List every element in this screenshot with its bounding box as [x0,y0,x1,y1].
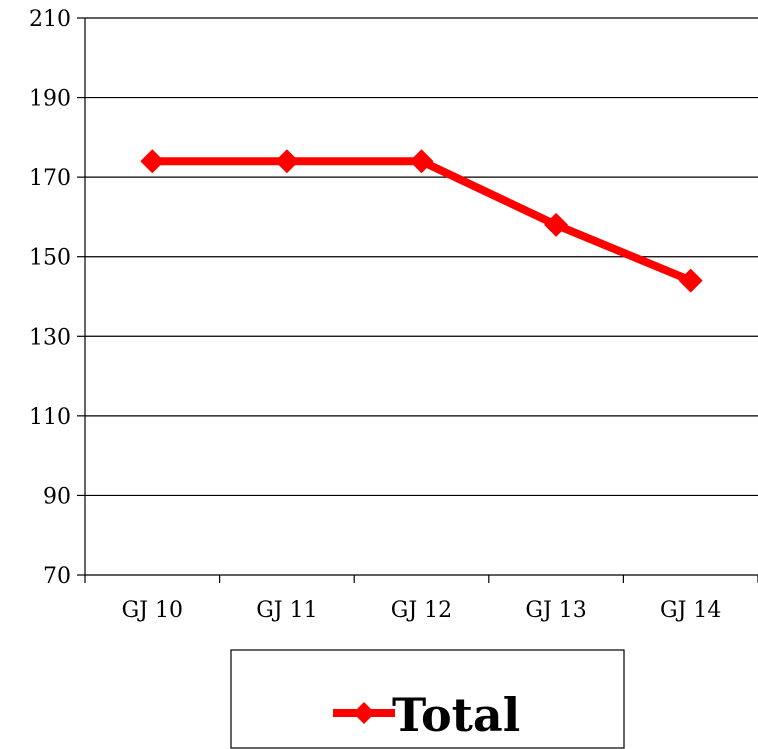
y-tick-label: 210 [29,7,71,32]
data-point-marker [409,149,434,174]
data-point-marker [274,149,299,174]
legend-label-total: Total [392,688,520,742]
y-tick-label: 130 [29,325,71,350]
legend-box [230,649,625,749]
legend: Total [230,649,625,749]
x-tick-label: GJ 10 [122,598,183,623]
legend-diamond-marker [353,702,375,724]
y-tick-label: 190 [29,87,71,112]
data-point-marker [140,149,165,174]
series-line-total [152,157,693,285]
x-tick-label: GJ 12 [391,598,452,623]
x-tick-labels: GJ 10 GJ 11 GJ 12 GJ 13 GJ 14 [84,575,758,623]
axes [84,18,758,576]
y-tick-label: 90 [43,484,71,509]
series [140,149,703,293]
y-tick-labels: 70 90 110 130 150 170 190 210 [29,7,71,589]
y-tick-label: 110 [29,405,71,430]
x-tick-label: GJ 14 [660,598,721,623]
x-tick-label: GJ 13 [525,598,586,623]
data-point-marker [544,212,569,237]
x-tick-label: GJ 11 [256,598,317,623]
gridlines [77,17,758,576]
y-tick-label: 70 [43,564,71,589]
data-point-marker [678,268,703,293]
y-tick-label: 170 [29,166,71,191]
y-tick-label: 150 [29,246,71,271]
